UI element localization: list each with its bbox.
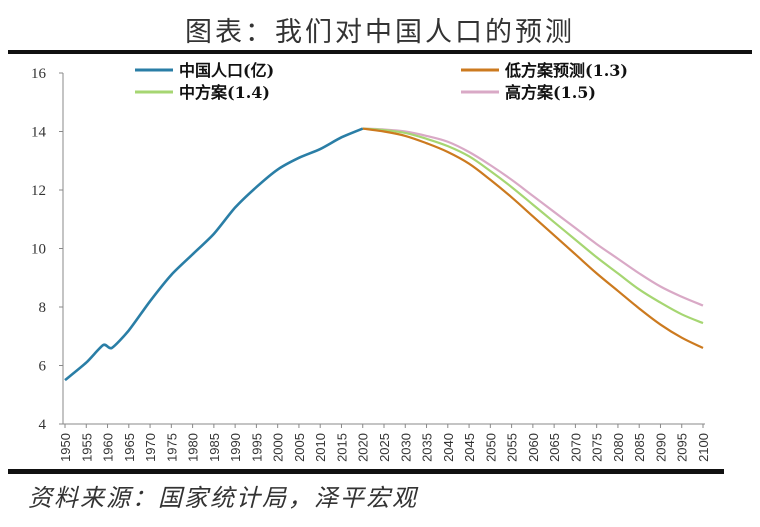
y-tick-label: 14 xyxy=(31,125,47,141)
x-tick-label: 2090 xyxy=(653,433,668,462)
x-tick-label: 2095 xyxy=(675,433,690,462)
x-tick-label: 2005 xyxy=(292,433,307,462)
x-tick-label: 1985 xyxy=(207,433,222,462)
x-tick-label: 1955 xyxy=(79,433,94,462)
source-note: 资料来源：国家统计局，泽平宏观 xyxy=(28,484,418,512)
chart-title: 图表：我们对中国人口的预测 xyxy=(185,17,575,48)
top-rule xyxy=(8,50,752,54)
plot-lines xyxy=(64,127,704,382)
x-tick-label: 1960 xyxy=(101,433,116,462)
x-tick-label: 2070 xyxy=(568,433,583,462)
x-tick-label: 2045 xyxy=(462,433,477,462)
x-tick-label: 2010 xyxy=(313,433,328,462)
x-tick-label: 2080 xyxy=(611,433,626,462)
y-tick-label: 10 xyxy=(31,242,46,258)
x-tick-label: 2025 xyxy=(377,433,392,462)
axes: 4 6 8 10 12 14 16 1950 1955 1960 1965 1970 1975 1980 1… xyxy=(31,66,711,462)
series-line-high xyxy=(362,127,704,307)
x-tick-label: 2015 xyxy=(334,433,349,462)
x-tick-label: 1995 xyxy=(249,433,264,462)
y-tick-label: 8 xyxy=(39,300,47,316)
x-tick-label: 1975 xyxy=(164,433,179,462)
legend: 中国人口(亿) 中方案(1.4) 低方案预测(1.3) 高方案(1.5) xyxy=(135,61,628,102)
legend-label-low: 低方案预测(1.3) xyxy=(504,61,628,80)
legend-label-mid: 中方案(1.4) xyxy=(179,83,270,102)
y-tick-label: 12 xyxy=(31,183,46,199)
y-tick-label: 4 xyxy=(39,417,47,433)
x-tick-label: 2060 xyxy=(526,433,541,462)
x-tick-label: 2085 xyxy=(632,433,647,462)
x-tick-label: 1965 xyxy=(122,433,137,462)
x-tick-label: 2050 xyxy=(483,433,498,462)
x-tick-label: 2020 xyxy=(356,433,371,462)
y-tick-label: 6 xyxy=(39,359,47,375)
legend-label-historical: 中国人口(亿) xyxy=(179,61,274,80)
x-tick-label: 2030 xyxy=(398,433,413,462)
x-tick-label: 2000 xyxy=(271,433,286,462)
series-line-historical xyxy=(64,127,364,382)
x-tick-label: 2040 xyxy=(441,433,456,462)
x-tick-label: 1950 xyxy=(58,433,73,462)
bottom-rule xyxy=(8,469,724,474)
x-tick-label: 1970 xyxy=(143,433,158,462)
line-chart: 4 6 8 10 12 14 16 1950 1955 1960 1965 1970 1975 1980 1… xyxy=(31,61,711,462)
x-tick-label: 2065 xyxy=(547,433,562,462)
x-tick-label: 1990 xyxy=(228,433,243,462)
series-line-mid xyxy=(362,127,704,325)
y-tick-label: 16 xyxy=(31,66,47,82)
x-tick-label: 2035 xyxy=(420,433,435,462)
legend-label-high: 高方案(1.5) xyxy=(505,83,596,102)
x-tick-label: 2075 xyxy=(590,433,605,462)
x-tick-label: 2100 xyxy=(696,433,711,462)
series-line-low xyxy=(362,127,704,349)
x-tick-label: 2055 xyxy=(505,433,520,462)
x-tick-label: 1980 xyxy=(186,433,201,462)
